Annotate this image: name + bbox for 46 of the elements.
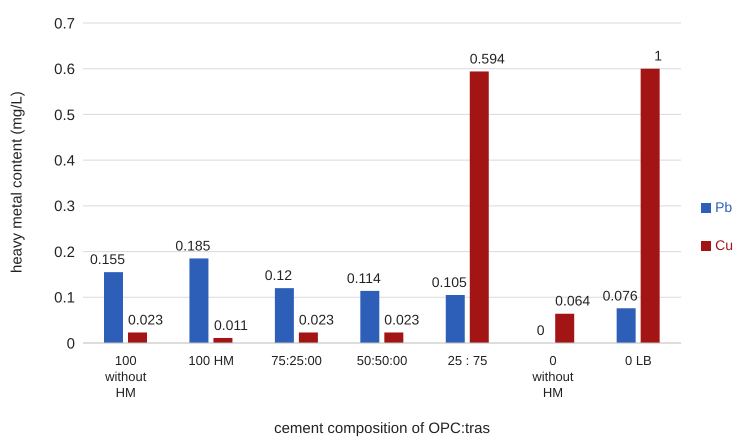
bar [446,295,465,343]
x-tick-label: 25 : 75 [448,353,488,368]
x-tick-label: 0 without HM [531,353,574,400]
bar [360,290,380,343]
x-tick-label: 50:50:00 [356,353,408,368]
data-label: 0.064 [555,292,590,309]
bar [616,308,636,343]
bar [384,332,404,343]
bar [470,71,489,343]
data-label: 0.155 [90,251,126,268]
y-tick-label: 0.4 [54,152,75,170]
data-label: 0.594 [470,50,505,66]
y-tick-label: 0.7 [54,15,75,32]
bar [104,272,123,343]
data-label: 0.12 [264,267,292,284]
bar [189,258,208,343]
data-label: 0.105 [432,274,467,290]
x-axis-title: cement composition of OPC:tras [274,420,490,437]
data-label: 0.023 [128,311,164,328]
bar [213,338,232,343]
data-label: 0.023 [384,311,420,328]
bar [555,314,574,343]
x-tick-label: 75:25:00 [271,353,322,368]
data-label: 0.011 [214,316,248,333]
bar [298,332,318,343]
y-tick-label: 0 [66,335,75,352]
bar [274,288,294,343]
y-tick-label: 0.6 [54,61,75,78]
y-tick-label: 0.5 [54,106,75,124]
data-label: 0.114 [346,270,382,286]
y-tick-label: 0.1 [54,290,75,307]
x-tick-label: 100 without HM [104,353,147,400]
data-label: 0.023 [298,311,334,328]
legend-label: Cu [715,236,733,252]
x-tick-label: 0 LB [625,353,652,368]
bar [128,332,147,343]
data-label: 0 [536,322,545,338]
data-label: 1 [654,48,662,64]
bar [640,68,660,343]
legend-label: Pb [715,198,732,214]
y-tick-label: 0.2 [54,244,75,261]
x-tick-label: 100 HM [188,353,234,368]
data-label: 0.076 [602,287,638,304]
y-tick-label: 0.3 [54,198,75,216]
data-label: 0.185 [175,237,211,254]
y-axis-title: heavy metal content (mg/L) [8,91,26,273]
